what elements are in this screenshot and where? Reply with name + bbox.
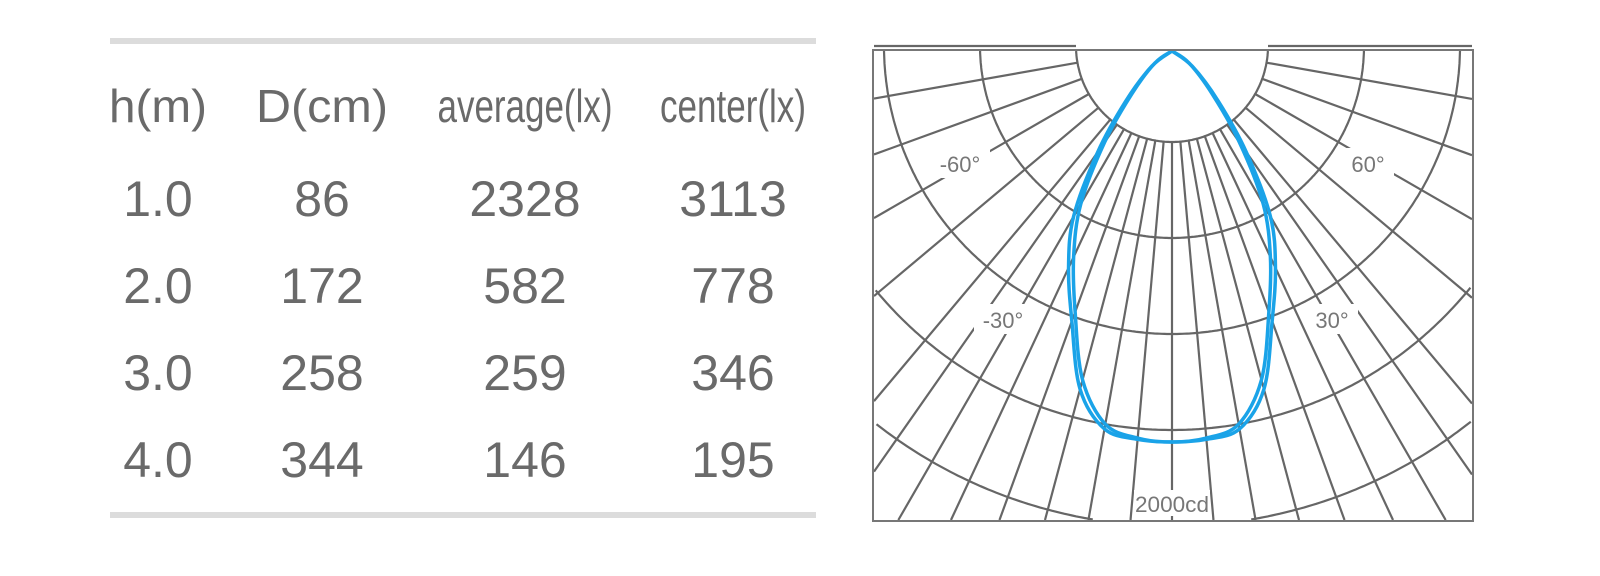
illuminance-table: h(m) D(cm) average(lx) center(lx) 1.0 86 2… — [109, 38, 816, 518]
grid-spoke — [1129, 141, 1165, 521]
table-bottom-rule — [110, 512, 816, 518]
table-cell: 4.0 — [123, 432, 193, 488]
table-row: 3.0 258 259 346 — [123, 345, 774, 401]
grid-spoke — [873, 118, 1112, 402]
header-center: center(lx) — [660, 80, 806, 132]
grid-ring — [1251, 420, 1472, 521]
angle-label-neg60: -60° — [940, 152, 981, 177]
grid-spoke — [1187, 140, 1257, 521]
grid-spoke — [1203, 135, 1346, 521]
table-cell: 1.0 — [123, 171, 193, 227]
table-top-rule — [110, 38, 816, 44]
grid-spoke — [949, 132, 1133, 521]
grid-spoke — [1087, 140, 1157, 521]
grid-spoke — [1195, 138, 1301, 521]
radial-scale-label: 2000cd — [1135, 492, 1209, 517]
table-row: 1.0 86 2328 3113 — [123, 171, 787, 227]
grid-spoke — [873, 106, 1100, 297]
polar-grid — [873, 44, 1473, 521]
table-cell: 86 — [294, 171, 350, 227]
intensity-curve-2 — [1071, 49, 1273, 444]
header-height: h(m) — [109, 80, 207, 132]
grid-ring — [874, 287, 1472, 432]
grid-spoke — [998, 135, 1141, 521]
grid-spoke — [1232, 118, 1473, 405]
table-cell: 3.0 — [123, 345, 193, 401]
header-average: average(lx) — [438, 80, 613, 132]
intensity-curves — [1066, 49, 1278, 444]
grid-spoke — [1226, 124, 1473, 476]
table-body: 1.0 86 2328 3113 2.0 172 582 778 3.0 258 259 346 4.0… — [123, 171, 787, 488]
table-row: 4.0 344 146 195 — [123, 432, 774, 488]
table-row: 2.0 172 582 778 — [123, 258, 774, 314]
grid-spoke — [873, 61, 1078, 100]
table-cell: 344 — [280, 432, 363, 488]
table-cell: 259 — [483, 345, 566, 401]
grid-spoke — [873, 124, 1118, 473]
table-cell: 3113 — [679, 171, 787, 227]
table-cell: 258 — [280, 345, 363, 401]
grid-spoke — [873, 77, 1083, 156]
table-header: h(m) D(cm) average(lx) center(lx) — [109, 80, 806, 132]
angle-label-30: 30° — [1315, 308, 1348, 333]
grid-spoke — [1244, 106, 1473, 299]
table-cell: 778 — [691, 258, 774, 314]
table-cell: 195 — [691, 432, 774, 488]
grid-spoke — [1211, 132, 1395, 521]
angle-labels: -60° 60° -30° 30° 2000cd — [932, 148, 1394, 517]
header-diameter: D(cm) — [256, 80, 388, 132]
table-cell: 2328 — [469, 171, 580, 227]
chart-frame — [872, 49, 1474, 522]
grid-spoke — [1043, 138, 1149, 521]
grid-spoke — [1261, 77, 1473, 157]
angle-label-neg30: -30° — [983, 308, 1024, 333]
table-cell: 346 — [691, 345, 774, 401]
table-cell: 172 — [280, 258, 363, 314]
grid-ring — [875, 423, 1093, 521]
table-cell: 582 — [483, 258, 566, 314]
grid-spoke — [1266, 61, 1473, 100]
table-cell: 2.0 — [123, 258, 193, 314]
table-cell: 146 — [483, 432, 566, 488]
angle-label-60: 60° — [1351, 152, 1384, 177]
polar-intensity-chart: -60° 60° -30° 30° 2000cd — [872, 44, 1474, 522]
grid-spoke — [1179, 141, 1215, 521]
